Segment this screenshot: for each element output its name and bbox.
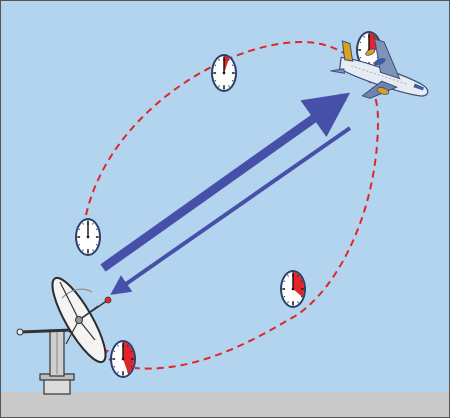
clock-tick [95, 243, 98, 246]
clock-tick [283, 280, 286, 283]
radar-dish-icon [16, 276, 112, 395]
clock-elapsed-wedge [224, 56, 230, 73]
clock-tick [214, 64, 217, 67]
clock-icon [110, 340, 136, 378]
signal-path-loop [85, 40, 380, 370]
outgoing-pulse-arrow [100, 92, 351, 272]
clock-tick [287, 301, 289, 304]
clock-tick [373, 62, 375, 65]
clock-tick [113, 365, 116, 368]
clock-tick [218, 58, 220, 61]
clock-tick [300, 280, 303, 283]
returning-pulse-arrow [110, 126, 352, 295]
clock-tick [82, 222, 84, 225]
airplane-icon [330, 38, 429, 99]
clock-tick [359, 56, 362, 59]
clock-tick [95, 228, 98, 231]
clock-pivot [291, 287, 295, 291]
clock-tick [92, 249, 94, 252]
clock-pivot [86, 235, 90, 239]
clock-tick [359, 41, 362, 44]
clock-icon [280, 270, 306, 308]
clock-tick [228, 85, 230, 88]
clock-tick [283, 295, 286, 298]
clock-pivot [121, 357, 125, 361]
clock-tick [127, 344, 129, 347]
clock-tick [297, 274, 299, 277]
clock-icon [75, 218, 101, 256]
clock-tick [92, 222, 94, 225]
clock-tick [117, 371, 119, 374]
clock-tick [297, 301, 299, 304]
clock-tick [78, 243, 81, 246]
clock-tick [231, 79, 234, 82]
clock-tick [130, 365, 133, 368]
clock-tick [300, 295, 303, 298]
clock-tick [287, 274, 289, 277]
clock-tick [218, 85, 220, 88]
ground-strip [0, 392, 450, 418]
clock-tick [113, 350, 116, 353]
clock-tick [363, 35, 365, 38]
clock-tick [78, 228, 81, 231]
clock-pivot [222, 71, 226, 75]
clock-tick [214, 79, 217, 82]
clock-elapsed-wedge [293, 272, 305, 298]
clock-tick [373, 35, 375, 38]
clock-tick [117, 344, 119, 347]
clock-tick [130, 350, 133, 353]
clock-tick [127, 371, 129, 374]
clock-tick [231, 64, 234, 67]
clock-icon [211, 54, 237, 92]
clock-tick [82, 249, 84, 252]
clock-tick [228, 58, 230, 61]
